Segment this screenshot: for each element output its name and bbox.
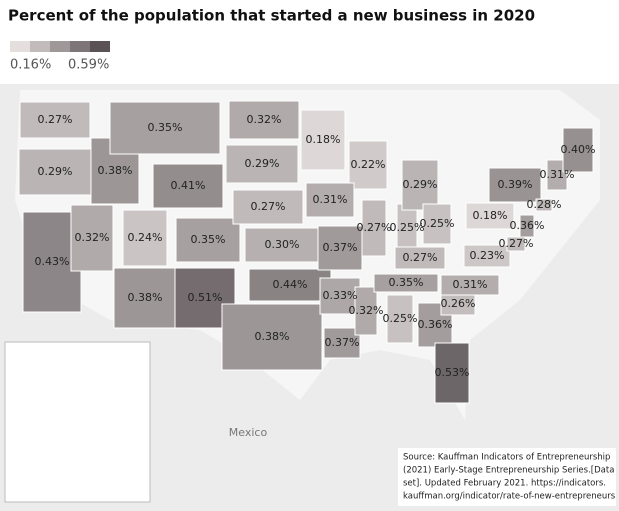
- region-label: 0.22%: [351, 158, 386, 171]
- region: [422, 203, 452, 245]
- region: [122, 209, 168, 267]
- region: [317, 225, 363, 271]
- region: [546, 159, 568, 191]
- title: Percent of the population that started a…: [8, 7, 535, 25]
- region-label: 0.43%: [35, 255, 70, 268]
- region-label: 0.29%: [403, 178, 438, 191]
- region: [465, 202, 515, 230]
- legend-max-label: 0.59%: [68, 58, 109, 73]
- legend-swatch: [50, 41, 70, 52]
- alaska-inset: [4, 341, 151, 503]
- region-label: 0.51%: [188, 291, 223, 304]
- region-label: 0.27%: [403, 251, 438, 264]
- region-label: 0.32%: [75, 231, 110, 244]
- region: [434, 342, 470, 404]
- region: [354, 286, 378, 336]
- region: [463, 244, 511, 268]
- legend-swatch: [10, 41, 30, 52]
- region-label: 0.37%: [325, 336, 360, 349]
- region-label: 0.27%: [38, 113, 73, 126]
- source-box: [398, 448, 616, 506]
- region: [519, 214, 535, 238]
- region-label: 0.29%: [245, 157, 280, 170]
- region-label: 0.53%: [435, 366, 470, 379]
- region-label: 0.30%: [265, 238, 300, 251]
- region-label: 0.31%: [313, 193, 348, 206]
- region: [225, 144, 299, 184]
- region-label: 0.35%: [389, 276, 424, 289]
- region-label: 0.39%: [498, 178, 533, 191]
- region-label: 0.26%: [441, 297, 476, 310]
- region: [232, 189, 304, 225]
- region: [175, 217, 241, 263]
- region: [348, 140, 388, 190]
- region-label: 0.44%: [273, 278, 308, 291]
- region-label: 0.36%: [418, 318, 453, 331]
- region-label: 0.29%: [38, 165, 73, 178]
- region: [506, 236, 526, 252]
- region: [323, 327, 361, 359]
- source-line: (2021) Early-Stage Entrepreneurship Seri…: [403, 466, 614, 476]
- region-label: 0.18%: [306, 133, 341, 146]
- region-label: 0.31%: [453, 278, 488, 291]
- region-label: 0.25%: [383, 312, 418, 325]
- source-line: kauffman.org/indicator/rate-of-new-entre…: [403, 492, 616, 502]
- region-label: 0.27%: [357, 221, 392, 234]
- region: [373, 273, 439, 293]
- region: [244, 227, 320, 263]
- region-label: 0.38%: [98, 164, 133, 177]
- region-label: 0.27%: [251, 200, 286, 213]
- region-label: 0.38%: [128, 291, 163, 304]
- legend-swatch: [90, 41, 110, 52]
- region-label: 0.23%: [470, 249, 505, 262]
- region: [70, 204, 114, 272]
- region-label: 0.35%: [191, 233, 226, 246]
- region: [152, 163, 224, 209]
- region: [401, 159, 439, 211]
- source-line: Source: Kauffman Indicators of Entrepren…: [403, 453, 610, 463]
- region: [361, 199, 387, 257]
- region: [18, 148, 92, 196]
- region-label: 0.33%: [323, 289, 358, 302]
- region-label: 0.27%: [499, 237, 534, 250]
- region: [300, 109, 346, 171]
- region: [394, 246, 446, 270]
- region-label: 0.25%: [420, 217, 455, 230]
- region: [319, 277, 361, 315]
- region-label: 0.37%: [323, 241, 358, 254]
- region: [488, 167, 542, 203]
- source-line: set]. Updated February 2021. https://ind…: [403, 479, 606, 489]
- region: [109, 101, 221, 155]
- region-label: 0.31%: [540, 168, 575, 181]
- region-label: 0.28%: [527, 198, 562, 211]
- legend-min-label: 0.16%: [10, 58, 51, 73]
- legend-swatch: [30, 41, 50, 52]
- region: [440, 274, 500, 296]
- region: [248, 268, 332, 302]
- region-label: 0.36%: [510, 219, 545, 232]
- region: [221, 303, 323, 371]
- legend-swatch: [70, 41, 90, 52]
- region-label: 0.25%: [390, 221, 425, 234]
- region: [562, 127, 594, 173]
- region-label: 0.41%: [171, 179, 206, 192]
- region-label: 0.38%: [255, 330, 290, 343]
- region: [386, 294, 414, 344]
- region: [305, 182, 355, 218]
- region-label: 0.32%: [247, 113, 282, 126]
- region-label: 0.18%: [473, 209, 508, 222]
- region: [535, 198, 553, 212]
- region-label: 0.35%: [148, 121, 183, 134]
- region-label: 0.24%: [128, 231, 163, 244]
- region-label: 0.32%: [349, 304, 384, 317]
- place-label: Mexico: [229, 426, 268, 439]
- region-label: 0.40%: [561, 143, 596, 156]
- region: [19, 101, 91, 139]
- region: [228, 100, 300, 140]
